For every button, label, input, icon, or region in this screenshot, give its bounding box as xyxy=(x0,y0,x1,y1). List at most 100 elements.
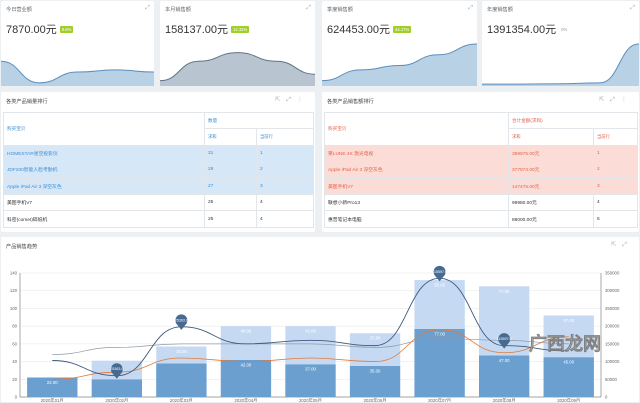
bar-value-label: 37.00 xyxy=(370,336,381,341)
table-row[interactable]: Apple iPad Air 3 深空灰色 27 3 xyxy=(3,177,314,195)
cell-sum: 99980.00元 xyxy=(508,193,594,212)
kpi-value: 7870.00元 8.6% xyxy=(6,24,74,36)
bar-series-1[interactable] xyxy=(543,357,594,397)
pin-label: 115597.0 xyxy=(497,337,512,341)
line-series-3[interactable] xyxy=(52,277,569,377)
bar-series-2[interactable] xyxy=(414,280,465,329)
cell-sum: 28 xyxy=(204,161,257,179)
fullscreen-icon[interactable]: ⤢ xyxy=(610,97,621,103)
bar-value-label: 55.00 xyxy=(434,283,445,288)
panel-title: 各类产品销售额排行 xyxy=(327,99,374,105)
bar-value-label: 77.00 xyxy=(434,331,445,336)
panel-toolbar: ⇱⤢⋮ xyxy=(599,96,633,104)
cell-sum: 147475.00元 xyxy=(508,177,594,195)
cell-product: 惠普笔记本电脑 xyxy=(324,210,509,228)
table-row[interactable]: 科密(comet)碎纸机 25 4 xyxy=(3,210,314,228)
fullscreen-icon[interactable]: ⤢ xyxy=(622,242,633,248)
expand-icon[interactable]: ⤢ xyxy=(306,5,311,11)
bar-series-1[interactable] xyxy=(478,355,530,397)
line-series-4[interactable] xyxy=(52,329,569,380)
cell-sum: 31 xyxy=(204,144,257,163)
qty-table: 购买宝贝 数量 求和 当前行 HOMESTAR星空投影仪 31 1 JDF200智能人脸… xyxy=(3,111,314,228)
y-tick-label: 100 xyxy=(10,306,18,311)
kpi-sparkline xyxy=(322,43,477,86)
cell-rank: 1 xyxy=(593,144,638,163)
table-row[interactable]: 联想小新Pro13 99980.00元 4 xyxy=(324,193,638,212)
fullscreen-icon[interactable]: ⤢ xyxy=(286,97,297,103)
panel-title: 各类产品销量排行 xyxy=(6,99,48,105)
cell-rank: 3 xyxy=(593,177,638,195)
bar-series-1[interactable] xyxy=(414,328,465,397)
kpi-sparkline xyxy=(1,60,154,86)
kpi-sparkline xyxy=(482,43,639,86)
kpi-value: 1391354.00元 0% xyxy=(487,24,568,36)
export-icon[interactable]: ⇱ xyxy=(275,97,287,103)
table-row[interactable]: 美图手机V7 147475.00元 3 xyxy=(324,177,638,195)
max-value-pin[interactable]: 115597.0 xyxy=(497,333,512,349)
cell-sum: 399975.00元 xyxy=(508,144,594,163)
cell-sum: 27 xyxy=(204,177,257,195)
kpi-title: 年度销售额 xyxy=(487,7,513,13)
kpi-badge: 12.32% xyxy=(231,25,250,33)
table-row[interactable]: JDF200智能人脸考勤机 28 2 xyxy=(3,161,314,179)
sparkline-area xyxy=(1,61,154,86)
expand-icon[interactable]: ⤢ xyxy=(630,5,635,11)
sparkline-line xyxy=(160,52,315,82)
bar-series-1[interactable] xyxy=(285,364,336,397)
bar-value-label: 37.00 xyxy=(305,367,316,372)
bar-value-label: 40.00 xyxy=(241,329,252,334)
bar-value-label: 42.00 xyxy=(241,362,252,367)
expand-icon[interactable]: ⤢ xyxy=(145,5,150,11)
x-tick-label: 2020年08月 xyxy=(493,397,516,402)
sparkline-area xyxy=(482,43,639,86)
pin-label: 25363.0 xyxy=(110,367,123,371)
table-row[interactable]: 莱LUNE 4K 激光电视 399975.00元 1 xyxy=(324,144,638,163)
cell-product: HOMESTAR星空投影仪 xyxy=(3,144,205,163)
bar-series-1[interactable] xyxy=(27,377,78,397)
more-icon[interactable]: ⋮ xyxy=(621,97,633,103)
cell-sum: 88000.00元 xyxy=(508,210,594,228)
sparkline-area xyxy=(322,43,477,86)
table-row[interactable]: 惠普笔记本电脑 88000.00元 5 xyxy=(324,210,638,228)
bar-value-label: 47.00 xyxy=(499,358,510,363)
x-tick-label: 2020年06月 xyxy=(364,397,387,402)
cell-sum: 25 xyxy=(204,193,257,212)
table-row[interactable]: HOMESTAR星空投影仪 31 1 xyxy=(3,144,314,163)
cell-rank: 4 xyxy=(593,193,638,212)
bar-series-1[interactable] xyxy=(156,363,207,397)
more-icon[interactable]: ⋮ xyxy=(297,97,309,103)
kpi-value: 624453.00元 44.17% xyxy=(327,24,412,36)
cell-product: 莱LUNE 4K 激光电视 xyxy=(324,144,509,163)
max-value-pin[interactable]: 115597.0 xyxy=(432,265,447,282)
expand-icon[interactable]: ⤢ xyxy=(468,5,473,11)
max-value-pin[interactable]: 25363.0 xyxy=(175,314,188,330)
panel-toolbar: ⇱⤢ xyxy=(611,241,633,249)
kpi-card-quarter: 季度销售额 ⤢ 624453.00元 44.17% xyxy=(322,1,477,86)
y-tick-label: 40 xyxy=(12,359,17,364)
bar-series-1[interactable] xyxy=(349,366,401,397)
kpi-title: 季度销售额 xyxy=(327,7,353,13)
sparkline-area xyxy=(160,52,315,86)
bar-series-2[interactable] xyxy=(349,333,401,366)
kpi-sparkline xyxy=(160,52,315,86)
x-tick-label: 2020年03月 xyxy=(170,397,193,402)
cell-product: 联想小新Pro13 xyxy=(324,193,509,212)
sparkline-line xyxy=(322,43,477,82)
pin-label: 115597.0 xyxy=(432,270,447,274)
bar-series-1[interactable] xyxy=(220,359,272,397)
cell-rank: 2 xyxy=(256,161,314,179)
sales-trend-chart[interactable]: 0 20 40 60 80 100 120 140 0 50000 100000 150000 2000… xyxy=(1,237,639,402)
export-icon[interactable]: ⇱ xyxy=(599,97,611,103)
pin-label: 25363.0 xyxy=(175,318,188,322)
bar-value-label: 22.00 xyxy=(47,380,58,385)
cell-product: 科密(comet)碎纸机 xyxy=(3,210,205,228)
x-tick-label: 2020年04月 xyxy=(234,397,257,402)
amount-ranking-panel: 各类产品销售额排行 ⇱⤢⋮ 购买宝贝 合计金额(求和) 求和 当前行 莱LUNE 4… xyxy=(322,92,639,232)
table-row[interactable]: 美图手机V7 25 4 xyxy=(3,193,314,212)
max-value-pin[interactable]: 25363.0 xyxy=(110,363,123,379)
line-series-5[interactable] xyxy=(52,338,569,355)
bar-series-1[interactable] xyxy=(91,379,143,397)
table-row[interactable]: Apple iPad Air 3 深空灰色 377973.00元 2 xyxy=(324,161,638,179)
bar-value-label: 16.00 xyxy=(176,349,187,354)
export-icon[interactable]: ⇱ xyxy=(611,242,623,248)
